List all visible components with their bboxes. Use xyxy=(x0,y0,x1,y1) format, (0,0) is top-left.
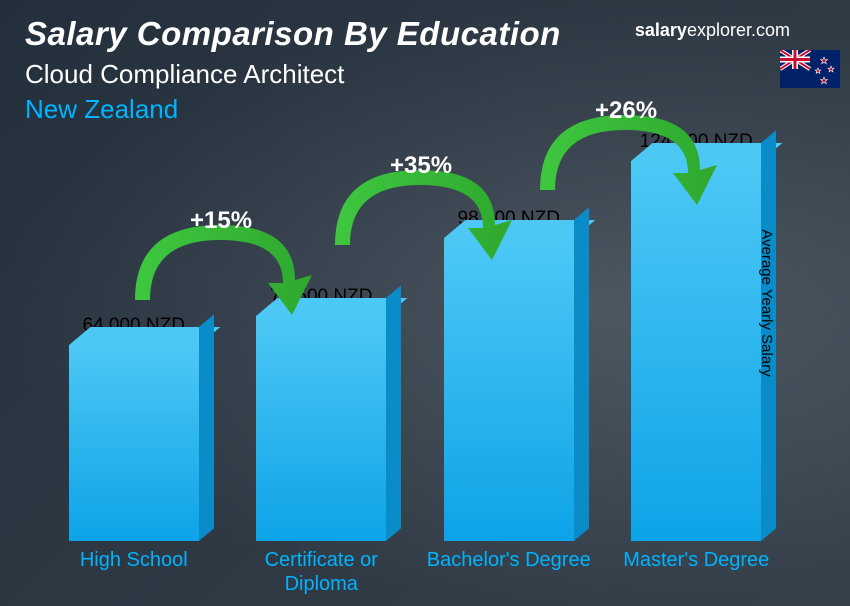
bar-front xyxy=(256,316,386,541)
bar-front xyxy=(69,345,199,541)
bar xyxy=(631,161,761,541)
bar-side xyxy=(386,285,401,541)
bar-front xyxy=(631,161,761,541)
bar xyxy=(256,316,386,541)
header: Salary Comparison By Education Cloud Com… xyxy=(25,15,825,125)
chart-country: New Zealand xyxy=(25,94,825,125)
bar-label: High School xyxy=(49,548,219,596)
bar-label: Certificate or Diploma xyxy=(236,548,406,596)
chart-title: Salary Comparison By Education xyxy=(25,15,825,53)
increase-pct: +35% xyxy=(390,152,452,180)
bar-side xyxy=(199,314,214,541)
bar-group: 64,000 NZD xyxy=(59,315,209,541)
labels-container: High School Certificate or Diploma Bachelo… xyxy=(40,548,790,596)
y-axis-label: Average Yearly Salary xyxy=(758,229,775,376)
bar-label: Master's Degree xyxy=(611,548,781,596)
flag-icon xyxy=(780,50,840,88)
increase-pct: +15% xyxy=(190,207,252,235)
bar xyxy=(69,345,199,541)
bar-label: Bachelor's Degree xyxy=(424,548,594,596)
bar-front xyxy=(444,238,574,541)
increase-arrow: +35% xyxy=(320,150,520,270)
bar xyxy=(444,238,574,541)
chart-subtitle: Cloud Compliance Architect xyxy=(25,59,825,90)
increase-arrow: +15% xyxy=(120,205,320,325)
bar-side xyxy=(574,207,589,541)
bar-top xyxy=(69,327,220,345)
